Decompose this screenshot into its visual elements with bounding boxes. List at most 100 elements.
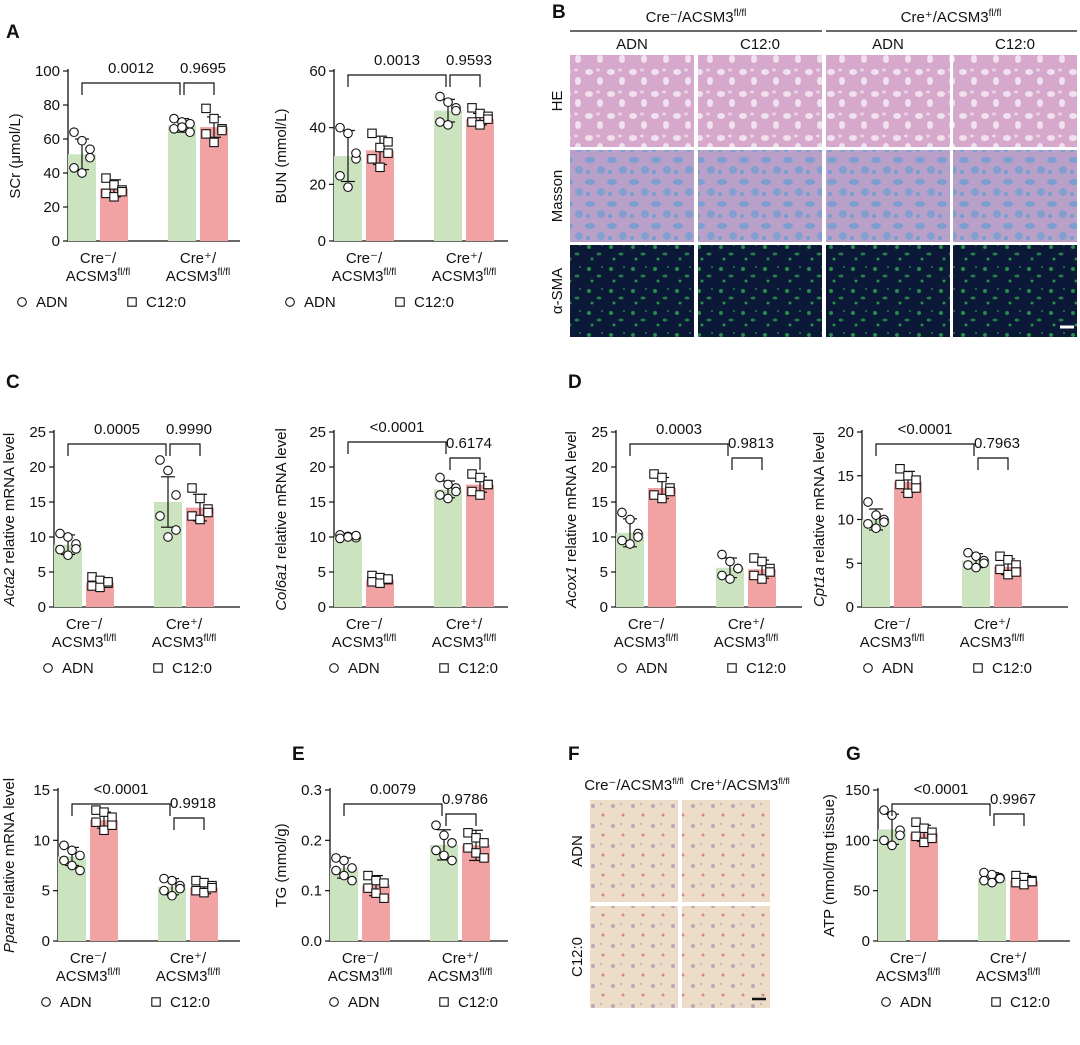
bun-point-1-0-2 — [383, 148, 393, 158]
scr-point-0-1-3 — [169, 123, 179, 134]
scr-bar-0-1 — [168, 125, 196, 241]
bun-bracket-2 — [449, 74, 481, 87]
bun-group-neg-line1: Cre⁻/ — [346, 250, 383, 267]
scr-point-1-0-1 — [109, 180, 119, 190]
atp-point-0-0-3 — [879, 835, 889, 846]
ppara-legend-c12-marker — [151, 997, 161, 1007]
histo-f-row-label-1: C12:0 — [569, 937, 586, 977]
ppara-pvalue-2: 0.9918 — [170, 795, 216, 812]
col6a1-ytick-label-2: 10 — [309, 529, 326, 546]
acox1-ytick-label-3: 15 — [591, 494, 608, 511]
cpt1a-point-1-1-3 — [995, 564, 1005, 575]
ppara-point-1-0-2 — [107, 812, 117, 822]
acox1-point-1-1-1 — [757, 556, 767, 567]
atp-bar-0-1 — [978, 877, 1006, 941]
ppara-point-0-1-3 — [159, 885, 169, 896]
tg-legend-c12-marker — [439, 997, 449, 1007]
histology-panel-f: Cre⁻/ACSM3fl/fl Cre⁺/ACSM3fl/fl ADN C12:0 — [568, 760, 818, 1020]
acta2-point-0-0-0 — [55, 528, 65, 539]
col6a1-group-neg-line2: ACSM3fl/fl — [332, 633, 396, 651]
cpt1a-pvalue-1: <0.0001 — [898, 421, 953, 438]
atp-point-0-1-4 — [987, 877, 997, 888]
histo-f-header-neg: Cre⁻/ACSM3fl/fl — [584, 776, 683, 794]
tg-legend-adn-marker — [329, 997, 339, 1007]
bun-point-1-1-3 — [467, 117, 477, 127]
atp-point-1-0-3 — [911, 831, 921, 842]
ppara-ytick-label-1: 5 — [42, 883, 50, 900]
histo-f-image-0-1 — [682, 800, 770, 902]
bun-point-0-0-5 — [351, 148, 361, 159]
acta2-point-1-0-4 — [95, 582, 105, 593]
atp-point-0-1-1 — [987, 869, 997, 880]
acox1-legend-adn: ADN — [636, 660, 668, 677]
scr-point-1-1-0 — [201, 103, 211, 114]
panel-letter-d: D — [568, 372, 582, 393]
atp-group-neg-line1: Cre⁻/ — [890, 950, 927, 967]
cpt1a-group-pos-line2: ACSM3fl/fl — [960, 633, 1024, 651]
tg-point-1-1-5 — [479, 853, 489, 863]
col6a1-ytick-label-5: 25 — [309, 424, 326, 441]
atp-point-1-0-1 — [919, 823, 929, 834]
histo-b-image-2-1 — [698, 245, 822, 337]
acox1-point-0-1-3 — [717, 570, 727, 581]
histo-f-header-pos: Cre⁺/ACSM3fl/fl — [690, 776, 789, 794]
tg-point-0-0-1 — [339, 855, 349, 866]
cpt1a-ytick-label-1: 5 — [846, 555, 854, 572]
tg-pvalue-2: 0.9786 — [442, 791, 488, 808]
col6a1-point-1-1-0 — [467, 469, 477, 479]
bun-bar-1-1 — [466, 119, 494, 241]
tg-point-1-0-4 — [371, 888, 381, 898]
tg-point-0-0-4 — [339, 870, 349, 881]
acox1-legend-c12: C12:0 — [746, 660, 786, 677]
tg-point-1-1-4 — [471, 848, 481, 858]
acox1-point-0-1-4 — [725, 574, 735, 584]
cpt1a-point-1-0-3 — [895, 479, 905, 490]
cpt1a-ytick-label-0: 0 — [846, 599, 854, 616]
tg-svg: 0.0 0.1 0.2 0.3 TG (mmol/g) 0.0079 0.9786 Cre⁻/… — [273, 781, 508, 1011]
scr-ytick-label-1: 20 — [43, 199, 60, 216]
scr-chart: 0 20 40 60 80 100 SCr (μmol/L) 0.0012 0.9695 Cre⁻… — [0, 40, 270, 340]
col6a1-bracket-2 — [449, 457, 481, 470]
acta2-point-1-0-3 — [87, 581, 97, 591]
tg-point-1-1-2 — [479, 838, 489, 848]
ppara-group-pos-line2: ACSM3fl/fl — [156, 967, 220, 985]
acta2-ytick-label-1: 5 — [38, 564, 46, 581]
histo-b-col-label-0: ADN — [616, 36, 648, 53]
acta2-svg: 0 5 10 15 20 25 Acta2 relative mRNA level 0.000… — [1, 421, 240, 677]
acta2-point-0-1-2 — [171, 490, 181, 500]
tg-point-1-0-2 — [379, 878, 389, 888]
scr-point-0-1-4 — [177, 122, 187, 132]
acta2-group-pos-line2: ACSM3fl/fl — [152, 633, 216, 651]
atp-group-pos-line1: Cre⁺/ — [990, 950, 1027, 967]
ppara-point-0-1-5 — [175, 883, 185, 894]
cpt1a-bar-0-0 — [862, 519, 890, 607]
ppara-ylabel: Ppara relative mRNA level — [1, 778, 18, 953]
acox1-pvalue-1: 0.0003 — [656, 421, 702, 438]
ppara-point-0-0-4 — [67, 860, 77, 871]
scr-point-1-1-1 — [209, 113, 219, 124]
atp-point-1-0-4 — [919, 837, 929, 848]
col6a1-point-0-0-4 — [343, 532, 353, 542]
acta2-point-1-1-3 — [187, 511, 197, 521]
scr-point-0-0-3 — [69, 163, 79, 173]
cpt1a-ytick-label-4: 20 — [837, 424, 854, 441]
acta2-chart: 0 5 10 15 20 25 Acta2 relative mRNA level 0.000… — [0, 410, 270, 710]
acox1-point-0-0-4 — [625, 539, 635, 549]
col6a1-point-1-1-4 — [475, 490, 485, 500]
atp-chart: 0 50 100 150 ATP (nmol/mg tissue) <0.0001 0.99… — [821, 780, 1080, 1040]
cpt1a-point-0-1-5 — [979, 558, 989, 569]
acox1-pvalue-2: 0.9813 — [728, 435, 774, 452]
bun-point-1-0-4 — [375, 162, 385, 173]
col6a1-chart: 0 5 10 15 20 25 Col6a1 relative mRNA level <0.0… — [268, 410, 538, 710]
ppara-point-0-0-0 — [59, 840, 69, 851]
bun-point-0-1-4 — [443, 119, 453, 130]
scr-group-neg-line2: ACSM3fl/fl — [66, 267, 130, 285]
ppara-chart: 0 5 10 15 Ppara relative mRNA level <0.0001 0.… — [0, 778, 270, 1040]
bun-point-1-1-1 — [475, 108, 485, 119]
ppara-ytick-label-3: 15 — [33, 782, 50, 799]
col6a1-group-pos-line1: Cre⁺/ — [446, 616, 483, 633]
acox1-point-0-0-0 — [617, 507, 627, 518]
cpt1a-svg: 0 5 10 15 20 Cpt1a relative mRNA level <0.0001… — [811, 421, 1068, 677]
acta2-ytick-label-2: 10 — [29, 529, 46, 546]
cpt1a-group-neg-line2: ACSM3fl/fl — [860, 633, 924, 651]
